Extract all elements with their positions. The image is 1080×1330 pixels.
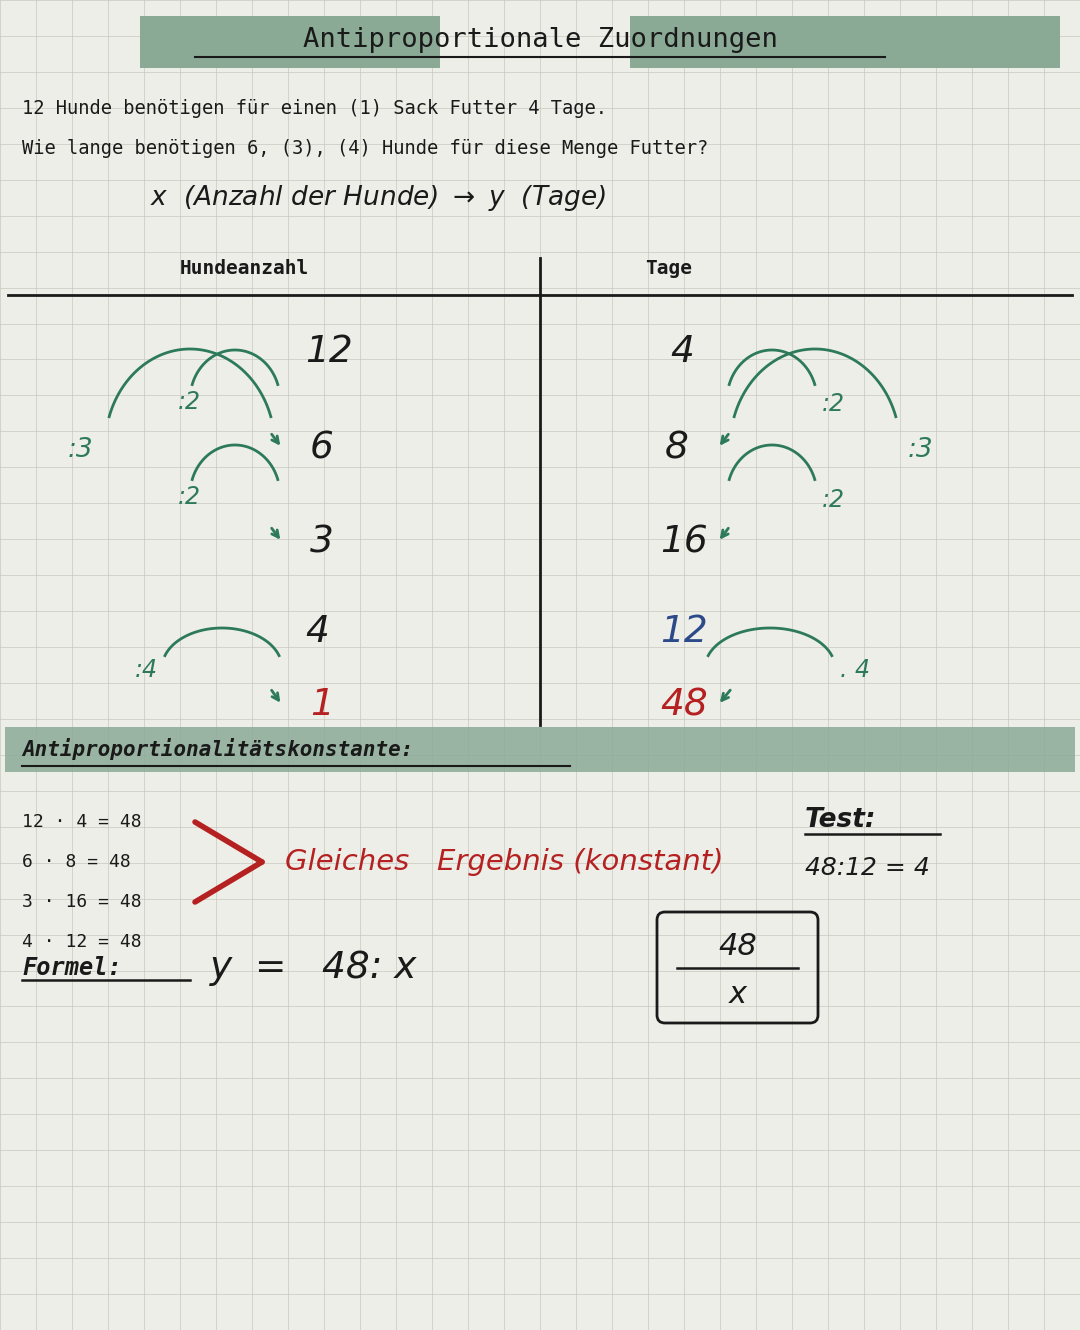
Text: 4: 4 bbox=[305, 614, 329, 650]
Text: Formel:: Formel: bbox=[22, 956, 122, 980]
FancyBboxPatch shape bbox=[5, 728, 1075, 771]
Text: :2: :2 bbox=[822, 488, 845, 512]
Text: 6: 6 bbox=[310, 430, 334, 466]
Text: 3 · 16 = 48: 3 · 16 = 48 bbox=[22, 892, 141, 911]
FancyBboxPatch shape bbox=[140, 16, 440, 68]
Text: 12: 12 bbox=[305, 334, 353, 370]
Text: Antiproportionalitätskonstante:: Antiproportionalitätskonstante: bbox=[22, 738, 414, 759]
Text: 48: 48 bbox=[660, 688, 707, 724]
Text: :2: :2 bbox=[822, 392, 845, 416]
Text: Wie lange benötigen 6, (3), (4) Hunde für diese Menge Futter?: Wie lange benötigen 6, (3), (4) Hunde fü… bbox=[22, 138, 708, 157]
Text: :2: :2 bbox=[178, 485, 201, 509]
Text: :3: :3 bbox=[68, 438, 94, 463]
Text: 12 · 4 = 48: 12 · 4 = 48 bbox=[22, 813, 141, 831]
Text: 12: 12 bbox=[660, 614, 707, 650]
Text: 4: 4 bbox=[670, 334, 693, 370]
FancyBboxPatch shape bbox=[630, 16, 1059, 68]
Text: Antiproportionale Zuordnungen: Antiproportionale Zuordnungen bbox=[302, 27, 778, 53]
Text: :2: :2 bbox=[178, 390, 201, 414]
Text: :3: :3 bbox=[908, 438, 933, 463]
Text: 8: 8 bbox=[665, 430, 689, 466]
Text: 6 · 8 = 48: 6 · 8 = 48 bbox=[22, 853, 131, 871]
Text: Hundeanzahl: Hundeanzahl bbox=[180, 258, 309, 278]
Text: y  =   48: x: y = 48: x bbox=[210, 950, 418, 986]
Text: 12 Hunde benötigen für einen (1) Sack Futter 4 Tage.: 12 Hunde benötigen für einen (1) Sack Fu… bbox=[22, 98, 607, 117]
Text: 1: 1 bbox=[310, 688, 334, 724]
Text: 4 · 12 = 48: 4 · 12 = 48 bbox=[22, 934, 141, 951]
Text: 16: 16 bbox=[660, 524, 707, 560]
Text: :4: :4 bbox=[135, 658, 158, 682]
Text: 48:12 = 4: 48:12 = 4 bbox=[805, 857, 930, 880]
Text: Tage: Tage bbox=[645, 258, 692, 278]
Text: . 4: . 4 bbox=[840, 658, 870, 682]
Text: x: x bbox=[729, 980, 746, 1008]
Text: 48: 48 bbox=[718, 932, 757, 962]
Text: 3: 3 bbox=[310, 524, 334, 560]
Text: $x$  (Anzahl der Hunde) $\rightarrow$ $y$  (Tage): $x$ (Anzahl der Hunde) $\rightarrow$ $y$… bbox=[150, 184, 606, 213]
Text: Gleiches   Ergebnis (konstant): Gleiches Ergebnis (konstant) bbox=[285, 849, 724, 876]
Text: Test:: Test: bbox=[805, 807, 876, 833]
